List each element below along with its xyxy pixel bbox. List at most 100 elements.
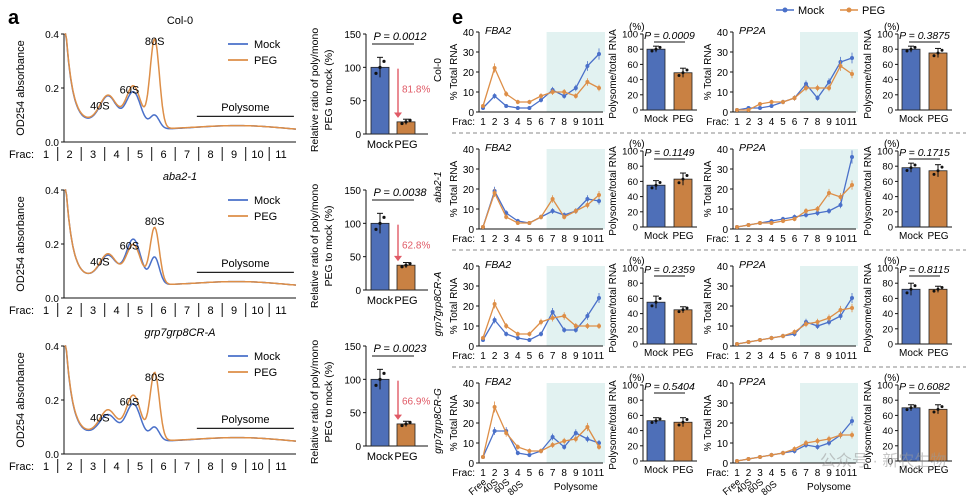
bar-mock <box>901 48 921 111</box>
data-point-peg <box>769 221 774 225</box>
legend-mock-marker <box>782 7 788 13</box>
e-ytick-label: 10 <box>463 322 475 333</box>
e-frac-number: 7 <box>550 468 556 479</box>
e-genotype-label: Col-0 <box>433 58 444 82</box>
bar-category-label: PEG <box>672 465 693 476</box>
ratio-dot <box>382 59 386 63</box>
e-frac-number: 7 <box>550 351 556 362</box>
bar-ytick-label: 80 <box>627 45 638 56</box>
polysome-shade <box>800 383 858 463</box>
e-ytick-label: 20 <box>717 68 729 79</box>
ratio-y-label-line1: Relative ratio of poly/mono <box>309 28 321 152</box>
e-frac-number: 10 <box>582 117 594 128</box>
reduction-arrow-head <box>394 112 402 118</box>
data-point-peg <box>838 308 843 312</box>
bar-ytick-label: 80 <box>627 162 638 173</box>
gene-name: FBA2 <box>485 376 511 388</box>
ratio-ytick-label: 50 <box>350 253 362 264</box>
e-ytick-label: 0 <box>722 108 728 119</box>
data-point-peg <box>850 433 854 437</box>
ratio-dot <box>408 262 412 266</box>
bar-category-label: Mock <box>644 348 669 359</box>
data-point-peg <box>769 336 774 340</box>
e-y-label: % Total RNA <box>703 394 714 451</box>
frac-label: Frac: <box>9 149 34 161</box>
bar-ytick-label: 100 <box>877 381 893 392</box>
data-point-peg <box>781 219 785 223</box>
bar-mock <box>901 167 921 228</box>
e-frac-label: Frac: <box>706 351 729 362</box>
bar-ytick-label: 40 <box>882 309 893 320</box>
bar-dot <box>913 45 917 49</box>
data-point-peg <box>562 314 567 318</box>
bar-dot <box>681 308 685 312</box>
ratio-y-label-line2: PEG to mock (%) <box>323 49 335 130</box>
e-frac-number: 4 <box>769 117 775 128</box>
ratio-p-value: P = 0.0038 <box>373 187 427 199</box>
bar-category-label: Mock <box>899 231 924 242</box>
peak-label-60S: 60S <box>120 240 140 252</box>
gene-name: PP2A <box>739 142 766 154</box>
bar-dot <box>940 405 944 409</box>
data-point-peg <box>550 443 555 447</box>
bottom-label-polysome: Polysome <box>807 482 851 493</box>
bar-ytick-label: 60 <box>627 411 638 422</box>
bar-dot <box>685 68 689 72</box>
bar-category-label: PEG <box>927 348 948 359</box>
data-point-peg <box>573 94 578 98</box>
e-ytick-label: 30 <box>463 282 475 293</box>
bar-dot <box>936 407 940 411</box>
data-point-peg <box>792 330 797 334</box>
data-point-mock <box>585 197 590 201</box>
e-frac-number: 9 <box>826 117 832 128</box>
frac-label: Frac: <box>9 461 34 473</box>
data-point-peg <box>746 108 751 112</box>
data-point-mock <box>492 429 497 433</box>
data-point-mock <box>504 104 509 108</box>
ratio-ytick-label: 0 <box>355 442 361 453</box>
e-ytick-label: 10 <box>463 439 475 450</box>
e-frac-label: Frac: <box>706 468 729 479</box>
gene-name: PP2A <box>739 376 766 388</box>
data-point-peg <box>735 459 739 463</box>
profile-ytick-label: 0.4 <box>45 30 59 41</box>
frac-number: 10 <box>251 461 263 473</box>
data-point-peg <box>597 86 601 90</box>
e-ytick-label: 40 <box>463 262 475 273</box>
e-ytick-label: 0 <box>468 225 474 236</box>
e-frac-number: 3 <box>757 234 763 245</box>
ratio-y-label-line1: Relative ratio of poly/mono <box>309 340 321 464</box>
bar-mock <box>646 48 666 111</box>
e-frac-number: 9 <box>826 468 832 479</box>
ratio-ytick-label: 50 <box>350 97 362 108</box>
e-frac-number: 10 <box>582 468 594 479</box>
bar-dot <box>650 304 654 308</box>
frac-number: 4 <box>113 149 119 161</box>
data-point-mock <box>527 338 532 342</box>
frac-number: 2 <box>66 149 72 161</box>
e-ytick-label: 20 <box>717 302 729 313</box>
e-frac-number: 6 <box>792 234 798 245</box>
reduction-arrow-head <box>394 255 402 262</box>
gene-name: FBA2 <box>485 25 511 37</box>
e-frac-number: 2 <box>492 468 498 479</box>
frac-number: 4 <box>113 305 119 317</box>
profile-row-2: aba2-1 0.0 0.2 0.4 OD254 absorbance 40S 60S 80S… <box>9 171 430 317</box>
e-y-label: % Total RNA <box>449 43 460 100</box>
profile-ytick-label: 0.2 <box>45 84 59 95</box>
ratio-ytick-label: 100 <box>344 375 361 386</box>
e-ytick-label: 10 <box>717 88 729 99</box>
e-frac-number: 3 <box>757 351 763 362</box>
profile-ytick-label: 0.2 <box>45 396 59 407</box>
data-point-mock <box>585 64 590 68</box>
e-y-label: % Total RNA <box>703 277 714 334</box>
bar-ytick-label: 80 <box>882 396 893 407</box>
e-ytick-label: 40 <box>463 145 475 156</box>
data-point-mock <box>492 318 497 322</box>
frac-number: 1 <box>43 461 49 473</box>
bar-ytick-label: 40 <box>627 309 638 320</box>
